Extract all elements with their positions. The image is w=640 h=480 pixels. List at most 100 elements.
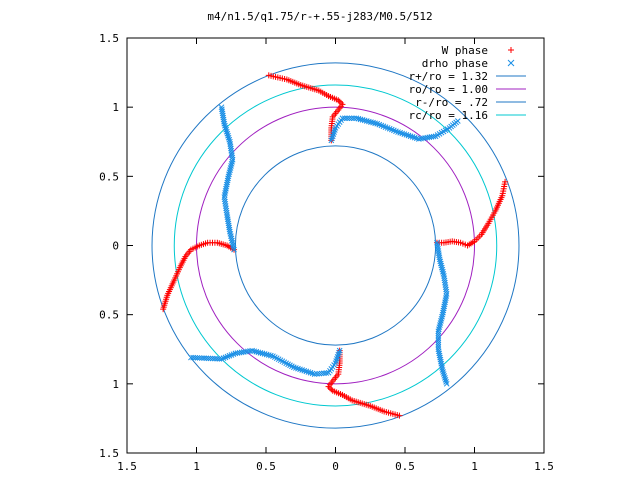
marker-stroke xyxy=(440,371,447,377)
marker-stroke xyxy=(236,349,243,356)
marker-stroke xyxy=(441,277,448,284)
drho-phase-point xyxy=(188,354,194,361)
marker-stroke xyxy=(442,282,449,288)
drho-phase-point xyxy=(321,370,327,377)
marker-stroke xyxy=(436,256,443,263)
axis-ticks: 1.5 1 0.5 0 0.5 1 1.51.510.500.511.5 xyxy=(99,32,554,473)
marker-stroke xyxy=(225,173,232,180)
marker-stroke xyxy=(403,131,410,138)
marker-stroke xyxy=(346,115,353,122)
drho-phase-point xyxy=(437,320,444,326)
marker-stroke xyxy=(224,177,231,184)
marker-stroke xyxy=(268,352,274,359)
drho-phase-point xyxy=(225,173,232,180)
y-tick-label: 1 xyxy=(112,101,119,114)
drho-phase-point xyxy=(435,330,442,337)
marker-stroke xyxy=(227,143,234,150)
marker-stroke xyxy=(437,320,444,326)
marker-stroke xyxy=(441,303,448,310)
marker-stroke xyxy=(221,196,228,203)
marker-stroke xyxy=(443,288,450,295)
drho-phase-point xyxy=(339,115,346,122)
drho-phase-point xyxy=(209,355,216,362)
marker-stroke xyxy=(323,370,330,376)
drho-phase-point xyxy=(212,355,218,362)
marker-stroke xyxy=(344,115,350,122)
marker-stroke xyxy=(430,133,437,140)
drho-phase-point xyxy=(227,138,233,145)
marker-stroke xyxy=(221,192,228,198)
drho-phase-point xyxy=(436,254,443,261)
drho-phase-point xyxy=(438,318,444,324)
marker-stroke xyxy=(223,128,230,135)
drho-phase-point xyxy=(223,126,230,133)
marker-stroke xyxy=(218,356,225,362)
marker-stroke xyxy=(366,118,372,125)
marker-stroke xyxy=(318,370,325,377)
x-tick-label: 1.5 xyxy=(534,460,554,473)
marker-stroke xyxy=(226,169,233,176)
marker-stroke xyxy=(287,362,293,369)
marker-stroke xyxy=(199,355,205,361)
drho-phase-point xyxy=(440,371,447,377)
marker-stroke xyxy=(212,355,218,362)
marker-stroke xyxy=(221,194,228,200)
drho-phase-point xyxy=(318,370,325,377)
marker-stroke xyxy=(325,369,332,376)
drho-phase-point xyxy=(436,324,443,330)
marker-stroke xyxy=(439,365,445,371)
x-tick-label: 1 xyxy=(471,460,478,473)
marker-stroke xyxy=(436,324,443,330)
marker-stroke xyxy=(214,355,221,362)
drho-phase-point xyxy=(228,150,235,156)
marker-stroke xyxy=(363,118,370,124)
drho-phase-point xyxy=(316,370,323,377)
marker-stroke xyxy=(265,352,272,358)
marker-stroke xyxy=(443,286,449,293)
marker-stroke xyxy=(223,183,230,190)
marker-stroke xyxy=(277,357,284,364)
marker-stroke xyxy=(301,367,308,374)
x-tick-label: 0.5 xyxy=(395,460,415,473)
marker-stroke xyxy=(209,355,216,362)
marker-stroke xyxy=(437,258,444,265)
drho-phase-point xyxy=(435,341,442,348)
marker-stroke xyxy=(228,145,234,152)
marker-stroke xyxy=(361,117,368,124)
y-tick-label: 1 xyxy=(112,378,119,391)
legend-label: W phase xyxy=(442,44,488,57)
drho-phase-point xyxy=(228,147,235,154)
marker-stroke xyxy=(384,125,391,131)
drho-phase-point xyxy=(225,175,231,182)
marker-stroke xyxy=(216,355,223,362)
drho-phase-point xyxy=(440,268,446,275)
marker-stroke xyxy=(245,348,251,355)
marker-stroke xyxy=(261,351,268,357)
drho-phase-point xyxy=(199,355,205,361)
drho-phase-point xyxy=(435,332,442,339)
marker-stroke xyxy=(311,371,318,378)
marker-stroke xyxy=(439,311,446,318)
reference-circle-1 xyxy=(196,106,475,385)
marker-stroke xyxy=(225,132,231,139)
marker-stroke xyxy=(348,115,355,122)
marker-stroke xyxy=(411,134,418,141)
drho-phase-point xyxy=(224,130,231,137)
drho-phase-point xyxy=(225,134,232,141)
marker-stroke xyxy=(231,246,237,253)
marker-stroke xyxy=(205,355,212,362)
marker-stroke xyxy=(339,115,346,122)
marker-stroke xyxy=(303,368,310,375)
marker-stroke xyxy=(440,307,447,314)
legend-label: ro/ro = 1.00 xyxy=(409,83,488,96)
marker-stroke xyxy=(228,235,235,242)
drho-phase-point xyxy=(192,354,199,361)
marker-stroke xyxy=(443,295,449,301)
marker-stroke xyxy=(228,163,234,169)
marker-stroke xyxy=(368,119,374,125)
drho-phase-point xyxy=(225,132,231,139)
marker-stroke xyxy=(279,358,286,365)
drho-phase-point xyxy=(443,379,449,385)
